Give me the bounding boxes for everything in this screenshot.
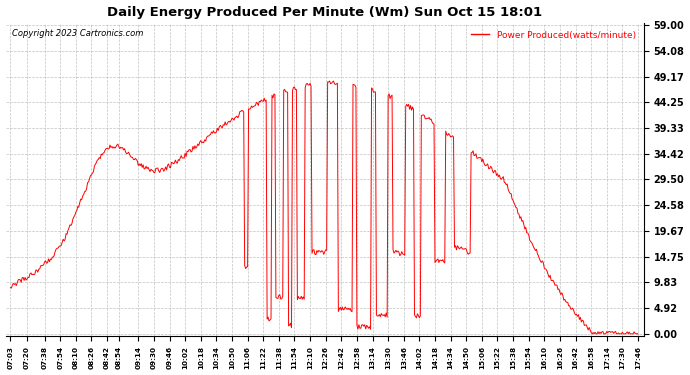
Legend: Power Produced(watts/minute): Power Produced(watts/minute) [468,27,640,43]
Title: Daily Energy Produced Per Minute (Wm) Sun Oct 15 18:01: Daily Energy Produced Per Minute (Wm) Su… [107,6,542,18]
Text: Copyright 2023 Cartronics.com: Copyright 2023 Cartronics.com [12,29,144,38]
